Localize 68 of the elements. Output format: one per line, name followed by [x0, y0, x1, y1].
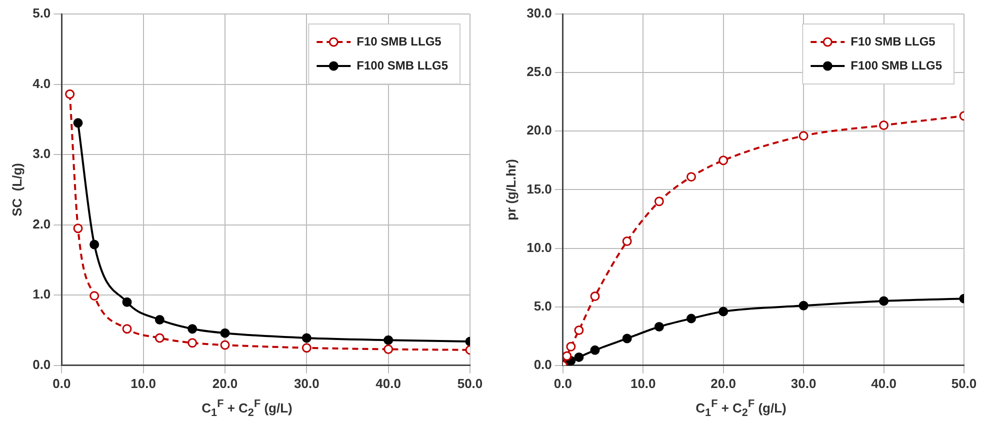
point: [154, 314, 164, 324]
y-tick-label: 0.0: [534, 356, 552, 372]
point: [590, 345, 600, 355]
legend-label: F100 SMB LLG5: [850, 58, 942, 72]
point: [122, 324, 132, 334]
point: [90, 291, 100, 301]
point: [188, 338, 198, 348]
x-tick-label: 30.0: [790, 376, 816, 391]
x-tick-label: 20.0: [212, 376, 238, 391]
point: [590, 292, 600, 302]
point: [65, 89, 75, 99]
x-tick-label: 20.0: [710, 376, 736, 391]
y-tick-label: 15.0: [526, 181, 552, 196]
x-tick-label: 50.0: [951, 376, 977, 391]
y-tick-label: 10.0: [526, 240, 552, 255]
point: [686, 172, 696, 182]
point: [718, 156, 728, 166]
point: [122, 297, 132, 307]
x-tick-label: 10.0: [130, 376, 156, 391]
x-axis-title: C$_{1}$$^{F}$ + C$_{2}$$^{F}$ (g/L): [200, 398, 294, 419]
y-tick-label: 5.0: [32, 6, 51, 21]
point: [574, 352, 584, 362]
legend-label: F100 SMB LLG5: [356, 58, 448, 72]
point: [90, 240, 100, 250]
point: [302, 343, 312, 353]
point: [718, 306, 728, 316]
point: [798, 131, 808, 141]
point: [562, 351, 572, 361]
point: [384, 344, 394, 354]
x-tick-label: 40.0: [376, 376, 401, 391]
x-tick-label: 10.0: [630, 376, 656, 391]
point: [154, 333, 164, 343]
point: [73, 224, 83, 234]
point: [220, 340, 230, 350]
point: [622, 334, 632, 344]
point: [686, 314, 696, 324]
y-tick-label: 20.0: [526, 122, 552, 138]
point: [879, 296, 889, 306]
y-tick-label: 0.0: [32, 356, 51, 372]
point: [798, 300, 808, 310]
legend-label: F10 SMB LLG5: [356, 34, 442, 48]
point: [654, 196, 664, 206]
x-tick-label: 0.0: [554, 376, 572, 391]
y-tick-label: 1.0: [32, 286, 51, 302]
point: [574, 326, 584, 336]
point: [220, 328, 230, 338]
point: [302, 333, 312, 343]
point: [188, 324, 198, 334]
x-tick-label: 30.0: [294, 376, 320, 391]
point: [73, 118, 83, 128]
y-axis-title: pr (g/L.hr): [503, 159, 518, 220]
y-tick-label: 3.0: [32, 146, 51, 162]
point: [384, 335, 394, 345]
point: [879, 120, 889, 130]
point: [622, 236, 632, 246]
y-tick-label: 5.0: [534, 298, 552, 314]
legend-label: F10 SMB LLG5: [850, 34, 936, 48]
point: [654, 322, 664, 332]
point: [566, 342, 576, 352]
y-axis-title: SC (L/g): [9, 162, 24, 216]
x-tick-label: 50.0: [457, 376, 483, 391]
y-tick-label: 30.0: [526, 6, 552, 21]
x-tick-label: 40.0: [871, 376, 896, 391]
x-tick-label: 0.0: [52, 376, 71, 391]
y-tick-label: 2.0: [32, 216, 51, 232]
y-tick-label: 25.0: [526, 64, 552, 80]
x-axis-title: C$_{1}$$^{F}$ + C$_{2}$$^{F}$ (g/L): [694, 398, 788, 419]
y-tick-label: 4.0: [32, 76, 51, 91]
